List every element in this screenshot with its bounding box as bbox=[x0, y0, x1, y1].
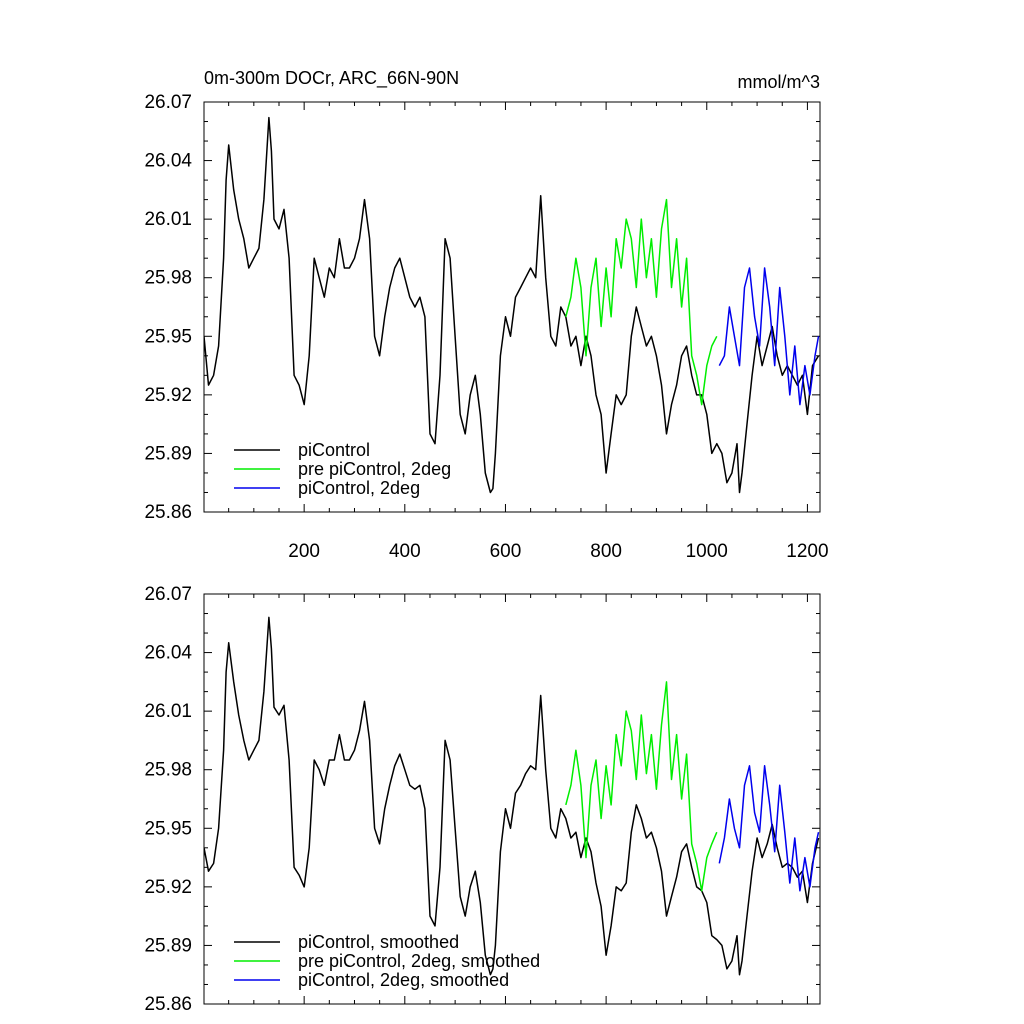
series-line-pre-picontrol-2deg bbox=[565, 198, 718, 406]
y-tick-label: 26.01 bbox=[144, 701, 192, 722]
y-tick-label: 25.98 bbox=[144, 268, 192, 289]
series-line-picontrol-smoothed bbox=[204, 616, 820, 976]
x-tick-label: 1000 bbox=[686, 541, 728, 562]
legend-label-picontrol-smoothed: piControl, smoothed bbox=[298, 932, 459, 952]
y-tick-label: 25.92 bbox=[144, 385, 192, 406]
y-tick-label: 25.95 bbox=[144, 326, 192, 347]
y-tick-label: 26.04 bbox=[144, 151, 192, 172]
x-tick-label: 400 bbox=[389, 541, 421, 562]
legend-label-pre-picontrol-2deg: pre piControl, 2deg bbox=[298, 459, 451, 479]
units-label: mmol/m^3 bbox=[738, 72, 820, 92]
y-tick-label: 25.89 bbox=[144, 443, 192, 464]
bottom-panel: 25.86 25.89 25.92 25.95 25.98 26.01 26.04 26.07… bbox=[144, 584, 821, 1015]
y-tick-label: 25.86 bbox=[144, 994, 192, 1015]
y-tick-label: 25.89 bbox=[144, 935, 192, 956]
legend-label-picontrol-2deg: piControl, 2deg bbox=[298, 478, 420, 498]
legend-label-pre-picontrol-2deg-smoothed: pre piControl, 2deg, smoothed bbox=[298, 951, 540, 971]
x-tick-label: 1200 bbox=[786, 541, 828, 562]
plot-frame bbox=[203, 101, 821, 513]
y-tick-label: 26.07 bbox=[144, 92, 192, 113]
series-line-picontrol-2deg-smoothed bbox=[718, 765, 820, 892]
series-line-pre-picontrol-2deg-smoothed bbox=[565, 681, 718, 892]
y-tick-label: 25.92 bbox=[144, 877, 192, 898]
x-tick-label: 600 bbox=[490, 541, 522, 562]
series-line-picontrol-2deg bbox=[718, 267, 820, 406]
legend-label-picontrol-2deg-smoothed: piControl, 2deg, smoothed bbox=[298, 970, 509, 990]
series-line-picontrol bbox=[204, 116, 820, 494]
y-tick-label: 25.98 bbox=[144, 760, 192, 781]
y-tick-label: 26.01 bbox=[144, 209, 192, 230]
plot-frame bbox=[203, 593, 821, 1005]
x-tick-label: 200 bbox=[288, 541, 320, 562]
y-tick-label: 25.95 bbox=[144, 818, 192, 839]
y-tick-label: 26.04 bbox=[144, 643, 192, 664]
figure-title: 0m-300m DOCr, ARC_66N-90N bbox=[204, 68, 459, 89]
top-panel: 25.86 25.89 25.92 25.95 25.98 26.01 26.04 26.07… bbox=[144, 92, 828, 562]
y-tick-label: 26.07 bbox=[144, 584, 192, 605]
x-tick-label: 800 bbox=[590, 541, 622, 562]
y-tick-label: 25.86 bbox=[144, 502, 192, 523]
legend-label-picontrol: piControl bbox=[298, 440, 370, 460]
